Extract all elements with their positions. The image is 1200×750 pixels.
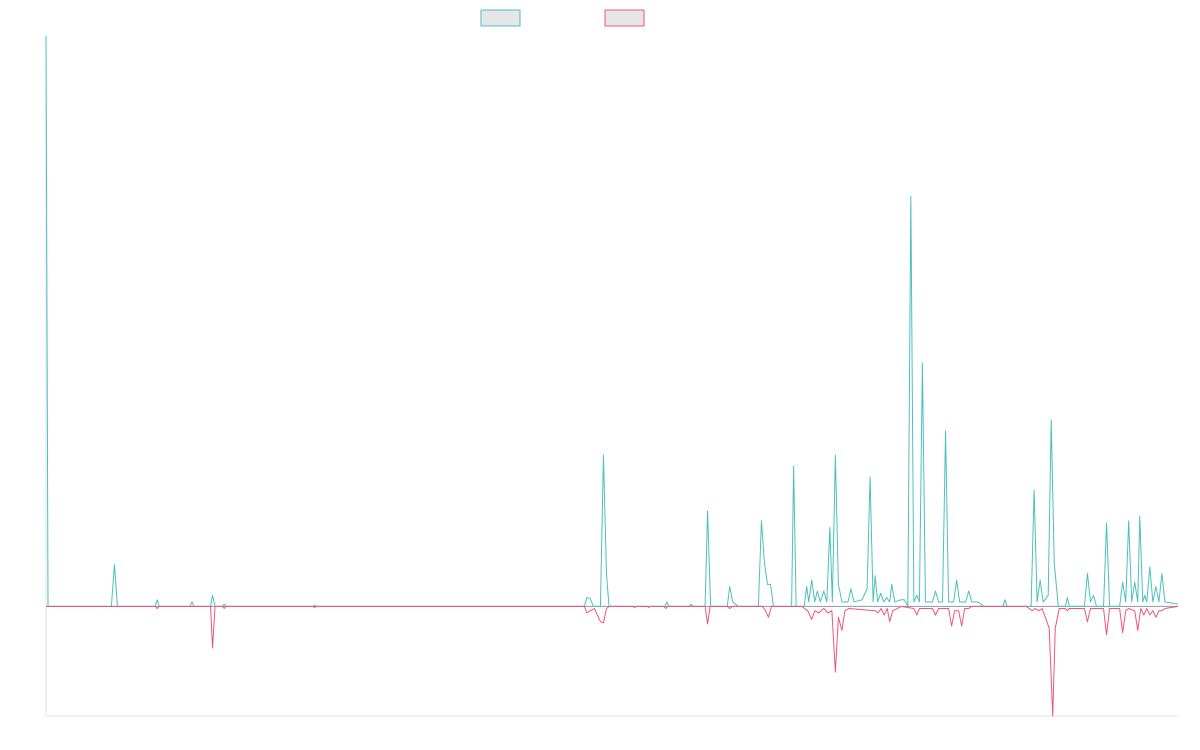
axes	[45, 36, 1178, 717]
series-line-b	[46, 605, 1179, 717]
plot-area	[45, 35, 1179, 717]
legend	[480, 9, 645, 27]
legend-swatch-series-a[interactable]	[480, 9, 521, 27]
series-line-a	[45, 35, 1179, 607]
legend-swatch-series-b[interactable]	[604, 9, 645, 27]
